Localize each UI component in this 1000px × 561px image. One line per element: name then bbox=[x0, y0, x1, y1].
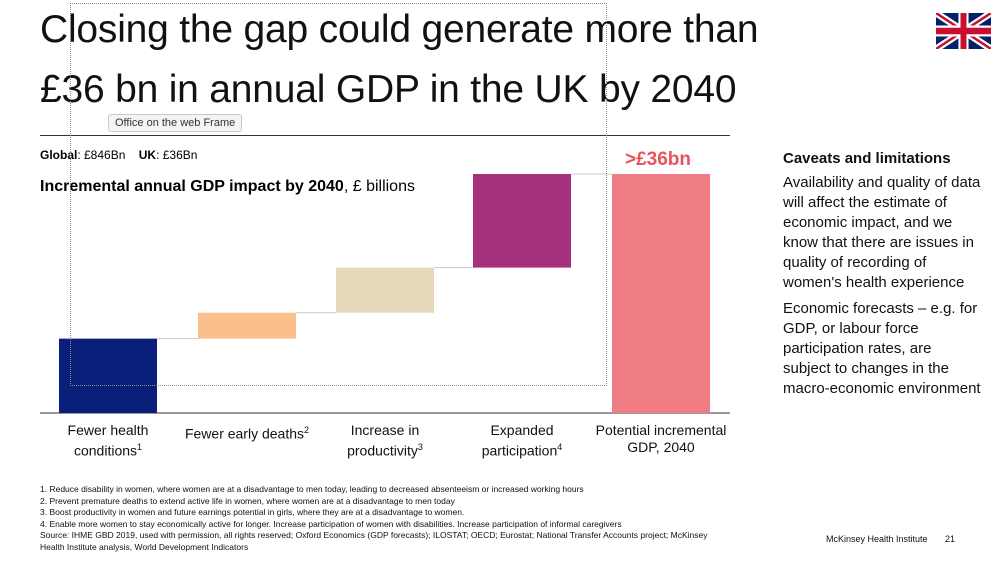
waterfall-bar-2 bbox=[198, 312, 296, 339]
uk-flag-icon bbox=[936, 13, 991, 49]
footnote-2: 2. Prevent premature deaths to extend ac… bbox=[40, 495, 455, 506]
footnote-3: 3. Boost productivity in women and futur… bbox=[40, 507, 465, 517]
category-label-2: Fewer early deaths2 bbox=[184, 425, 310, 442]
title-divider bbox=[40, 135, 730, 136]
category-label-4: Expanded participation4 bbox=[481, 422, 563, 459]
total-value-label: >£36bn bbox=[625, 149, 691, 170]
caveats-title: Caveats and limitations bbox=[783, 150, 951, 167]
global-uk-summary: Global: £846Bn UK: £36Bn bbox=[40, 148, 197, 162]
waterfall-bar-3 bbox=[336, 267, 434, 313]
slide-title-line2: £36 bn in annual GDP in the UK by 2040 bbox=[40, 68, 737, 111]
caveat-forecasts: Economic forecasts – e.g. for GDP, or la… bbox=[783, 300, 981, 397]
source-note: Source: IHME GBD 2019, used with permiss… bbox=[40, 530, 708, 552]
uk-value: : £36Bn bbox=[156, 148, 198, 162]
category-label-5: Potential incremental GDP, 2040 bbox=[595, 422, 727, 455]
slide-title-line1: Closing the gap could generate more than bbox=[40, 8, 759, 51]
page-number: 21 bbox=[945, 534, 956, 544]
caveat-data-quality: Availability and quality of data will af… bbox=[783, 174, 981, 291]
footnotes: 1. Reduce disability in women, where wom… bbox=[40, 484, 730, 553]
global-value: : £846Bn bbox=[77, 148, 126, 162]
footnote-1: 1. Reduce disability in women, where wom… bbox=[40, 484, 584, 494]
caveats-panel: Caveats and limitations Availability and… bbox=[783, 150, 983, 405]
slide-title: Closing the gap could generate more than… bbox=[40, 0, 759, 120]
chart-heading-rest: , £ billions bbox=[343, 178, 415, 195]
footnote-4: 4. Enable more women to stay economicall… bbox=[40, 518, 622, 529]
brand-name: McKinsey Health Institute bbox=[826, 534, 928, 544]
waterfall-bar-1 bbox=[59, 338, 157, 413]
uk-label: UK bbox=[138, 148, 157, 162]
waterfall-bar-4 bbox=[473, 174, 571, 268]
frame-tooltip: Office on the web Frame bbox=[108, 114, 243, 132]
global-label: Global bbox=[40, 148, 78, 162]
category-label-3: Increase in productivity3 bbox=[347, 422, 423, 459]
category-label-1: Fewer health conditions1 bbox=[67, 422, 149, 459]
chart-heading-bold: Incremental annual GDP impact by 2040 bbox=[40, 178, 344, 195]
waterfall-bar-5 bbox=[612, 174, 710, 413]
chart-heading: Incremental annual GDP impact by 2040, £… bbox=[40, 178, 415, 196]
